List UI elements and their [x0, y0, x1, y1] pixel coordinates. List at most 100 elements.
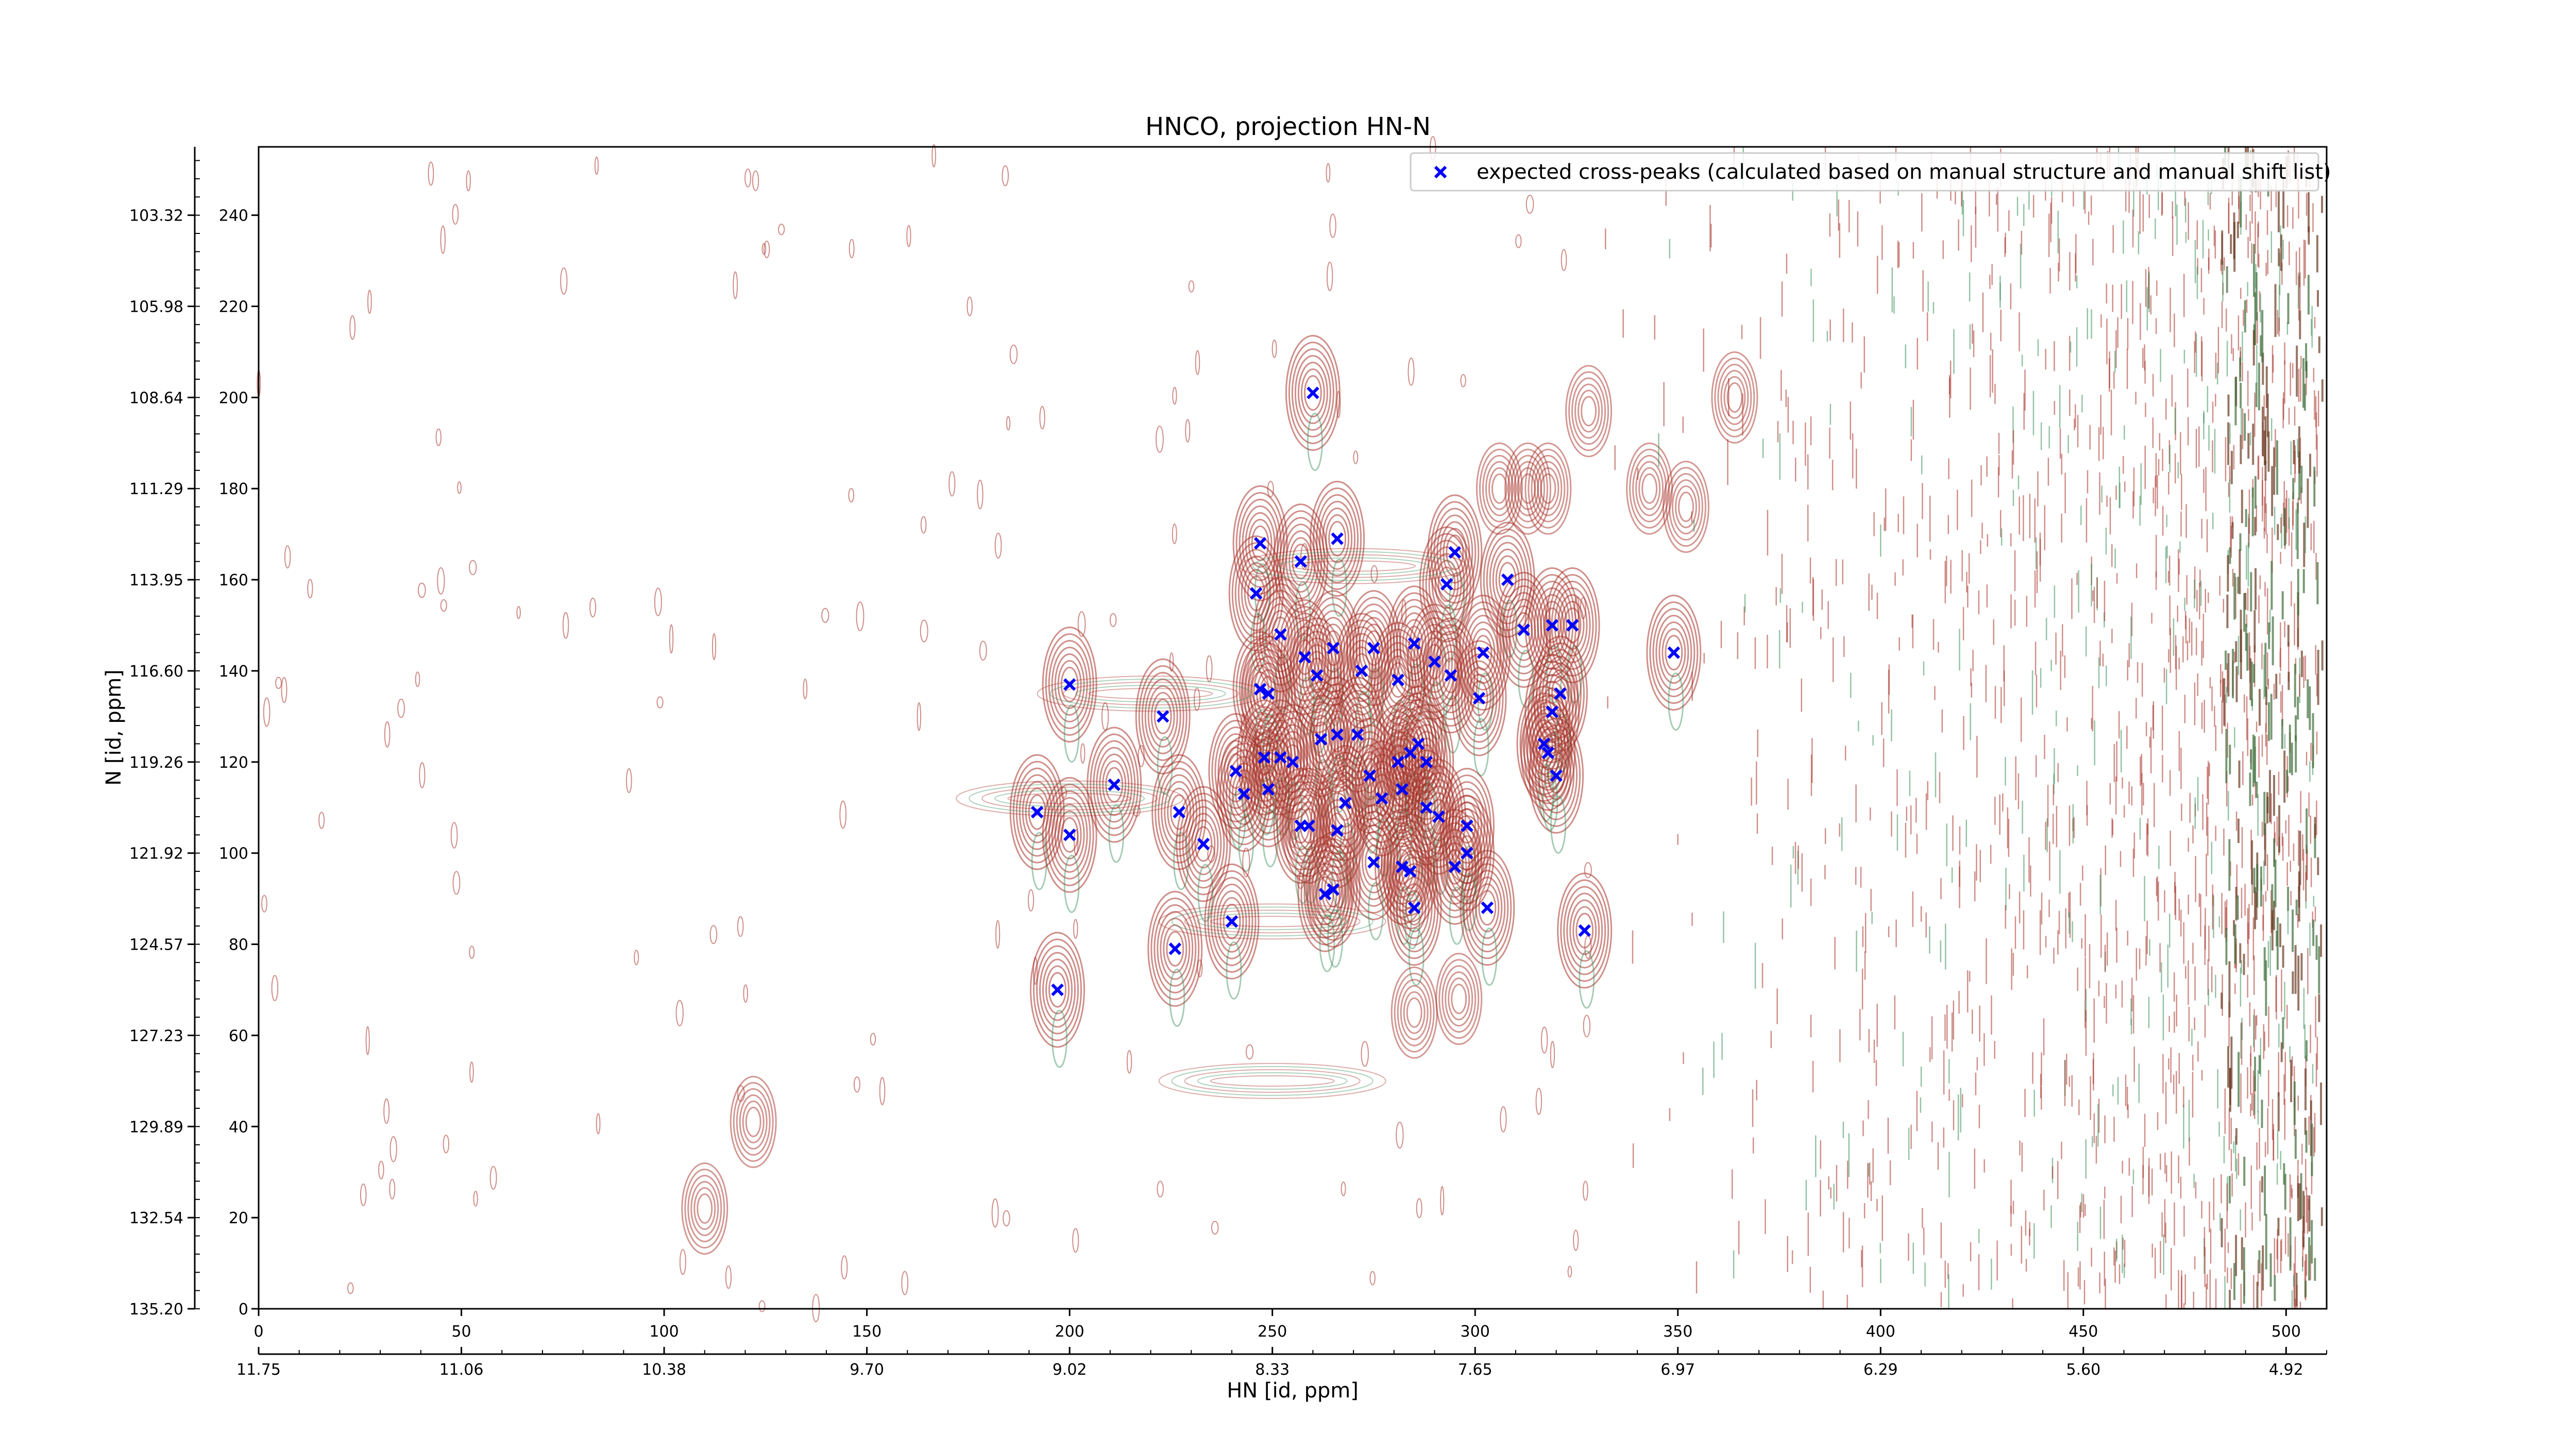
- speck-contour: [725, 1265, 732, 1289]
- peak-contour: [1297, 836, 1353, 952]
- peak-contour: [1443, 528, 1467, 577]
- cross-peak-marker: [1404, 746, 1417, 760]
- extra-contour: [1488, 467, 1511, 510]
- speck-contour: [848, 487, 854, 503]
- extra-contour: [1726, 382, 1743, 413]
- x-ppm-tick-label: 11.75: [236, 1361, 281, 1379]
- peak-contour: [1464, 667, 1495, 730]
- legend-marker-cross: [1434, 165, 1447, 179]
- y-index-tick-label: 220: [219, 298, 248, 316]
- peak-contour: [1300, 368, 1325, 418]
- cross-peak-marker: [1302, 819, 1315, 832]
- extra-contour: [1451, 984, 1467, 1015]
- y-index-tick-label: 100: [219, 845, 248, 863]
- y-ppm-tick-label: 135.20: [129, 1301, 183, 1319]
- peak-contour: [1045, 965, 1070, 1015]
- cross-peak-marker: [1448, 860, 1462, 873]
- speck-contour: [1101, 702, 1109, 731]
- negative-contour: [1157, 736, 1173, 795]
- peak-contour: [1480, 521, 1535, 638]
- negative-contour: [1063, 704, 1080, 763]
- speck-contour: [1126, 1050, 1132, 1074]
- peak-contour: [1282, 788, 1319, 864]
- peak-contour: [1431, 553, 1462, 616]
- speck-contour: [1361, 1041, 1369, 1067]
- x-index-tick-label: 200: [1055, 1323, 1084, 1341]
- y-axis-index-ticks: 0 20 40 60 80 100 120 140 160 180 200 220 240: [219, 207, 259, 1319]
- peak-contour: [1253, 662, 1284, 725]
- cross-peak-marker: [1355, 664, 1368, 678]
- negative-contour: [1226, 941, 1242, 1000]
- speck-contour: [1211, 1221, 1219, 1235]
- y-ppm-tick-label: 103.32: [129, 207, 183, 225]
- streak-contour: [1278, 557, 1429, 575]
- peak-contour: [1433, 508, 1477, 597]
- negative-contour: [1052, 1009, 1068, 1068]
- peak-contour: [1342, 703, 1373, 766]
- peak-contour: [1448, 815, 1485, 891]
- peak-contour: [1448, 788, 1485, 864]
- y-index-tick-label: 20: [229, 1209, 248, 1227]
- x-ppm-tick-label: 4.92: [2269, 1361, 2303, 1379]
- peak-contour: [1210, 876, 1253, 966]
- cross-peak-marker: [1173, 805, 1185, 819]
- peak-contour: [1532, 724, 1581, 827]
- speck-contour: [1561, 249, 1567, 272]
- peak-contour: [1232, 485, 1288, 601]
- negative-contour: [1331, 559, 1348, 617]
- peak-contour: [1316, 876, 1334, 912]
- peak-contour: [1160, 917, 1191, 980]
- peak-contour: [1176, 786, 1231, 902]
- extra-contour: [1638, 467, 1661, 510]
- extra-contour: [1482, 454, 1517, 522]
- speck-contour: [452, 871, 461, 895]
- x-index-tick-label: 100: [649, 1323, 679, 1341]
- speck-contour: [1195, 350, 1200, 375]
- peak-contour: [1042, 626, 1097, 743]
- peak-contour: [1478, 890, 1497, 926]
- extra-contour: [1524, 442, 1572, 535]
- extra-contour: [1485, 461, 1514, 516]
- peak-contour: [1560, 601, 1585, 650]
- cross-peak-marker: [1225, 915, 1239, 928]
- cross-peak-marker: [1420, 801, 1433, 814]
- x-index-tick-label: 300: [1461, 1323, 1490, 1341]
- peak-contour: [1544, 751, 1569, 800]
- peak-contour: [1051, 646, 1088, 722]
- peak-contour: [1467, 673, 1492, 723]
- cross-peak-marker: [1404, 865, 1417, 878]
- peak-contour: [1396, 870, 1433, 946]
- extra-contour: [1406, 997, 1422, 1028]
- negative-contour: [1319, 914, 1335, 972]
- speck-contour: [920, 516, 927, 534]
- peak-contour: [1389, 662, 1408, 698]
- peak-contour: [1191, 819, 1216, 869]
- peak-contour: [1361, 623, 1386, 673]
- peak-contour: [1054, 803, 1085, 866]
- cross-peak-marker: [1168, 942, 1181, 955]
- extra-contour: [697, 1193, 713, 1224]
- speck-contour: [1326, 261, 1333, 292]
- negative-contour: [1473, 718, 1489, 777]
- peak-contour: [1297, 362, 1328, 425]
- peak-contour: [1315, 851, 1352, 927]
- speck-contour: [1300, 543, 1309, 570]
- speck-contour: [360, 1183, 367, 1206]
- peak-contour: [1048, 639, 1091, 729]
- cross-peak-marker: [1461, 819, 1473, 832]
- speck-contour: [841, 1255, 848, 1279]
- peak-contour: [1520, 695, 1576, 811]
- peak-contour: [1569, 899, 1600, 962]
- cross-peak-marker: [1472, 691, 1486, 705]
- extra-contour: [1717, 363, 1752, 431]
- speck-contour: [389, 1178, 396, 1200]
- extra-contour: [1723, 376, 1746, 419]
- speck-contour: [1073, 919, 1078, 939]
- peak-contour: [1219, 897, 1244, 946]
- peak-contour: [1405, 890, 1423, 926]
- peak-contour: [1030, 932, 1086, 1048]
- speck-contour: [737, 1085, 745, 1102]
- streak-contour: [1007, 792, 1132, 804]
- peak-contour: [1566, 892, 1603, 969]
- extra-contour: [1438, 959, 1480, 1039]
